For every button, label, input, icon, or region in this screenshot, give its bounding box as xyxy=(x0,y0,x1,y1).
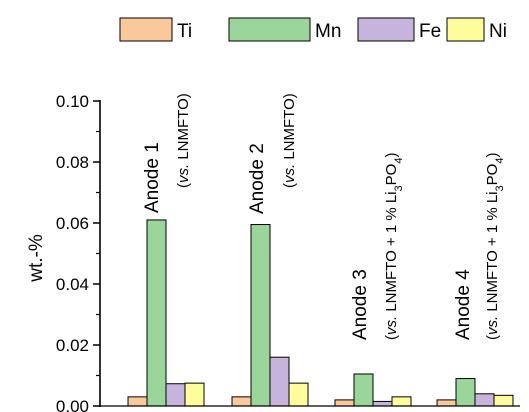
anode-label-3: Anode 3 xyxy=(350,269,371,340)
anode-note-1: (vs. LNMFTO) xyxy=(175,93,192,188)
legend-swatch-ti xyxy=(119,17,173,42)
bar-ni-2 xyxy=(288,382,309,407)
bar-mn-1 xyxy=(146,219,167,407)
anode-label-4: Anode 4 xyxy=(453,269,474,340)
y-tick-label: 0.00 xyxy=(56,397,89,412)
y-axis: 0.00 0.02 0.04 0.06 0.08 0.10 xyxy=(56,92,101,412)
anode-note-3: (vs. LNMFTO + 1 % Li3PO4) xyxy=(383,153,405,340)
legend-label-ti: Ti xyxy=(177,21,192,42)
bar-ti-3 xyxy=(334,399,355,407)
bar-mn-2 xyxy=(250,224,271,407)
bar-ni-3 xyxy=(391,396,412,407)
legend-swatch-mn xyxy=(228,17,311,42)
legend-swatch-ni xyxy=(446,17,485,42)
y-tick-label: 0.04 xyxy=(56,275,89,294)
legend-label-fe: Fe xyxy=(419,21,441,42)
y-tick-label: 0.08 xyxy=(56,153,89,172)
y-tick-label: 0.10 xyxy=(56,92,89,111)
bar-ti-2 xyxy=(231,396,252,407)
bar-ni-1 xyxy=(184,382,205,407)
anode-label-2: Anode 2 xyxy=(247,143,268,214)
bar-fe-4 xyxy=(474,393,495,407)
bar-mn-4 xyxy=(455,378,476,407)
legend-swatch-fe xyxy=(357,17,415,42)
bar-ni-4 xyxy=(493,394,514,407)
y-tick-label: 0.06 xyxy=(56,214,89,233)
bar-ti-4 xyxy=(436,399,457,407)
legend-label-mn: Mn xyxy=(315,21,341,42)
legend-label-ni: Ni xyxy=(489,21,507,42)
y-tick-label: 0.02 xyxy=(56,336,89,355)
anode-label-1: Anode 1 xyxy=(142,142,163,213)
y-axis-label: wt.-% xyxy=(26,234,47,283)
legend: Ti Mn Fe Ni xyxy=(119,17,507,42)
bar-fe-1 xyxy=(165,383,186,407)
bar-ti-1 xyxy=(127,396,148,407)
category-annotations: Anode 1 (vs. LNMFTO) Anode 2 (vs. LNMFTO) An… xyxy=(142,93,506,340)
bar-fe-3 xyxy=(372,400,393,407)
bar-fe-2 xyxy=(269,356,290,407)
anode-note-4: (vs. LNMFTO + 1 % Li3PO4) xyxy=(484,153,506,340)
bars xyxy=(100,219,520,407)
anode-note-2: (vs. LNMFTO) xyxy=(281,93,298,188)
bar-mn-3 xyxy=(353,373,374,407)
